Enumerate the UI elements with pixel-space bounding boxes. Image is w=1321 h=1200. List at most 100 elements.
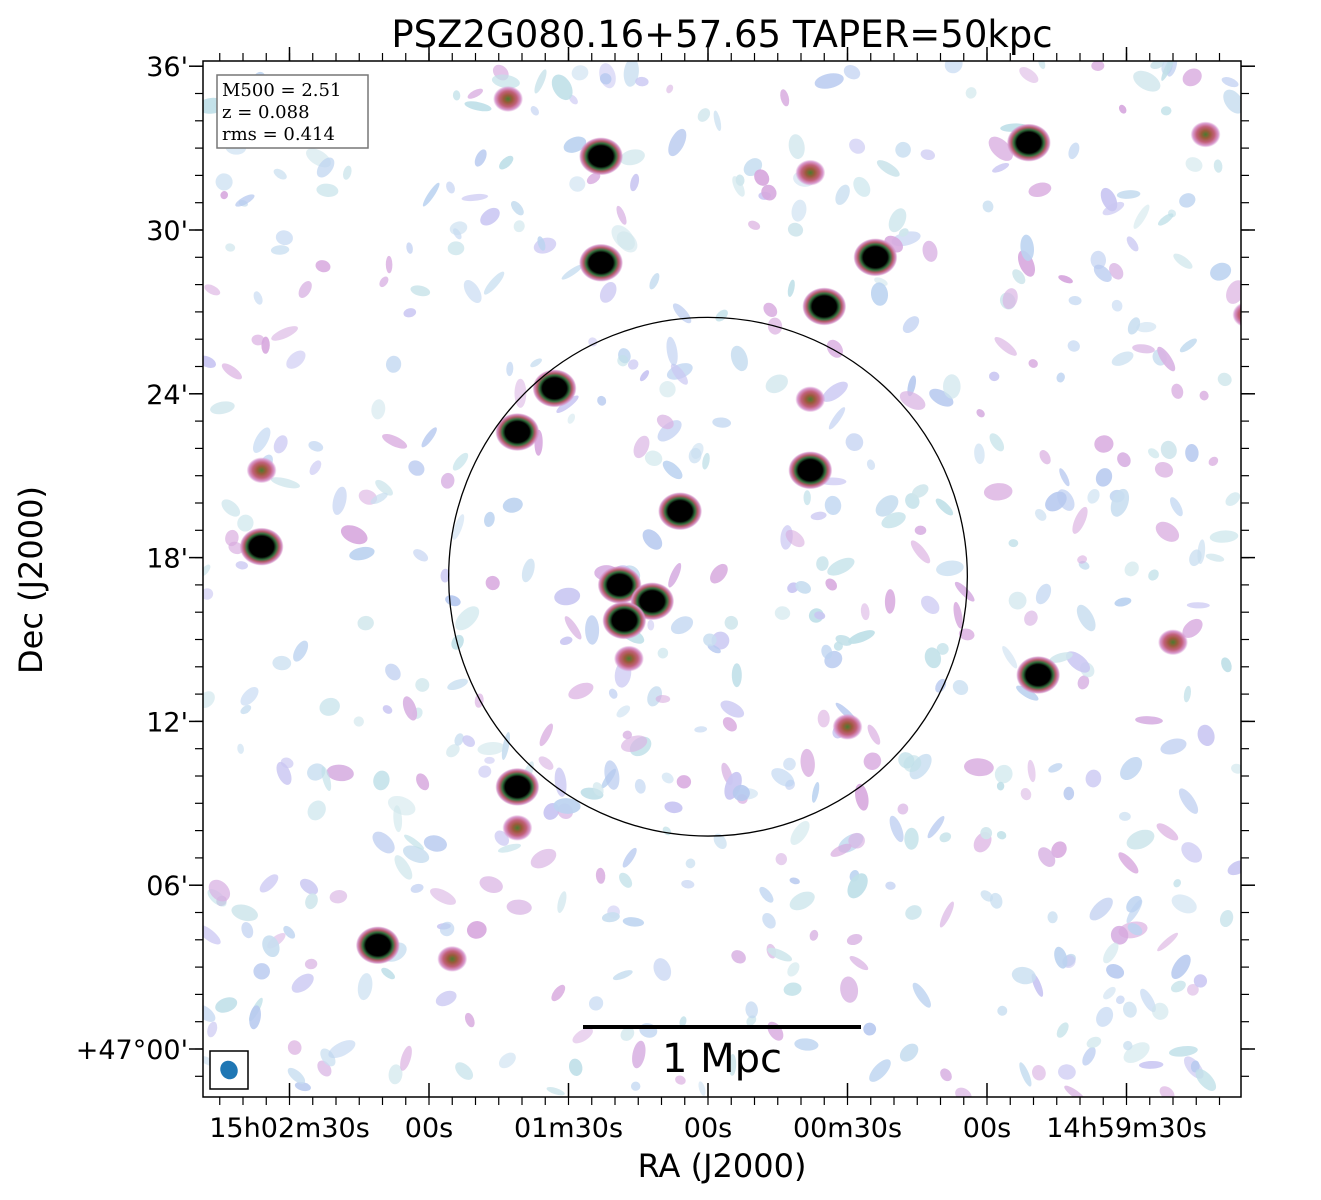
- noise-blob: [976, 409, 985, 418]
- noise-blob: [208, 879, 231, 902]
- noise-blob: [1155, 521, 1180, 542]
- noise-blob: [666, 336, 678, 366]
- noise-blob: [454, 733, 464, 746]
- noise-blob: [1012, 269, 1026, 285]
- noise-blob: [1096, 1006, 1114, 1027]
- noise-blob: [1085, 769, 1102, 788]
- noise-blob: [730, 345, 748, 372]
- noise-blob: [810, 511, 827, 521]
- noise-blob: [385, 255, 393, 274]
- noise-blob: [649, 273, 660, 290]
- noise-blob: [551, 984, 566, 1002]
- x-tick-label: 00m30s: [793, 1113, 902, 1144]
- noise-blob: [675, 1075, 686, 1085]
- noise-blob: [722, 717, 737, 732]
- noise-blob: [404, 834, 424, 850]
- noise-blob: [688, 447, 702, 464]
- noise-blob: [622, 917, 645, 927]
- noise-blob: [898, 752, 915, 769]
- noise-blob: [732, 176, 745, 197]
- noise-blob: [539, 723, 554, 747]
- sources-layer: [239, 85, 1241, 972]
- x-tick-label: 00s: [405, 1113, 453, 1144]
- noise-blob: [1157, 213, 1174, 226]
- noise-blob: [1109, 263, 1124, 280]
- noise-blob: [506, 899, 532, 915]
- noise-blob: [423, 835, 447, 852]
- noise-blob: [685, 858, 696, 869]
- bright-source: [658, 492, 703, 531]
- noise-blob: [400, 1045, 412, 1071]
- noise-blob: [1136, 321, 1157, 333]
- noise-blob: [840, 976, 859, 1003]
- noise-blob: [1067, 340, 1080, 352]
- noise-blob: [940, 1068, 952, 1082]
- noise-blob: [203, 588, 214, 600]
- noise-blob: [293, 640, 309, 662]
- noise-blob: [484, 511, 495, 528]
- noise-blob: [822, 381, 848, 402]
- noise-blob: [713, 110, 722, 132]
- noise-blob: [803, 490, 811, 506]
- noise-blob: [1089, 897, 1113, 921]
- noise-blob: [385, 663, 401, 681]
- noise-blob: [668, 128, 687, 157]
- faint-source: [1158, 629, 1188, 656]
- noise-blob: [1016, 685, 1039, 701]
- noise-blob: [286, 350, 306, 369]
- noise-blob: [989, 892, 1003, 909]
- noise-blob: [449, 221, 468, 235]
- noise-blob: [657, 420, 682, 442]
- noise-blob: [647, 619, 655, 631]
- noise-blob: [662, 460, 683, 480]
- noise-blob: [623, 61, 639, 87]
- noise-blob: [1185, 444, 1199, 462]
- noise-blob: [554, 587, 581, 606]
- noise-blob: [907, 375, 917, 397]
- noise-blob: [340, 525, 368, 545]
- noise-blob: [814, 611, 826, 620]
- noise-blob: [1122, 1001, 1137, 1018]
- noise-blob: [982, 200, 994, 213]
- noise-blob: [703, 633, 717, 647]
- noise-blob: [899, 391, 926, 410]
- noise-blob: [406, 242, 413, 254]
- noise-blob: [790, 821, 810, 845]
- noise-blob: [939, 832, 952, 843]
- noise-blob: [553, 798, 581, 814]
- noise-blob: [413, 549, 429, 562]
- noise-blob: [848, 832, 865, 849]
- noise-blob: [989, 371, 1000, 382]
- noise-blob: [501, 732, 510, 760]
- noise-blob: [251, 334, 265, 346]
- noise-blob: [403, 308, 417, 318]
- noise-blob: [619, 872, 633, 888]
- noise-blob: [939, 901, 954, 928]
- noise-blob: [1024, 610, 1038, 626]
- noise-blob: [595, 867, 606, 884]
- noise-blob: [1171, 954, 1191, 979]
- noise-blob: [724, 615, 739, 630]
- noise-blob: [294, 1081, 311, 1092]
- noise-blob: [670, 363, 688, 385]
- noise-blob: [1120, 756, 1143, 781]
- y-tick-label: 24': [146, 380, 188, 411]
- noise-blob: [571, 65, 589, 81]
- noise-blob: [909, 753, 932, 780]
- bright-source: [579, 137, 624, 176]
- noise-blob: [1020, 234, 1035, 261]
- noise-blob: [853, 176, 871, 197]
- noise-blob: [1148, 569, 1159, 581]
- noise-blob: [767, 947, 793, 962]
- noise-blob: [1047, 911, 1058, 924]
- noise-blob: [328, 1040, 356, 1059]
- cluster-circle: [447, 316, 969, 837]
- noise-blob: [381, 967, 395, 980]
- noise-blob: [1087, 489, 1100, 504]
- noise-blob: [521, 558, 535, 583]
- noise-blob: [1008, 539, 1019, 548]
- noise-blob: [617, 355, 629, 367]
- noise-blob: [732, 784, 750, 802]
- noise-blob: [1127, 923, 1143, 936]
